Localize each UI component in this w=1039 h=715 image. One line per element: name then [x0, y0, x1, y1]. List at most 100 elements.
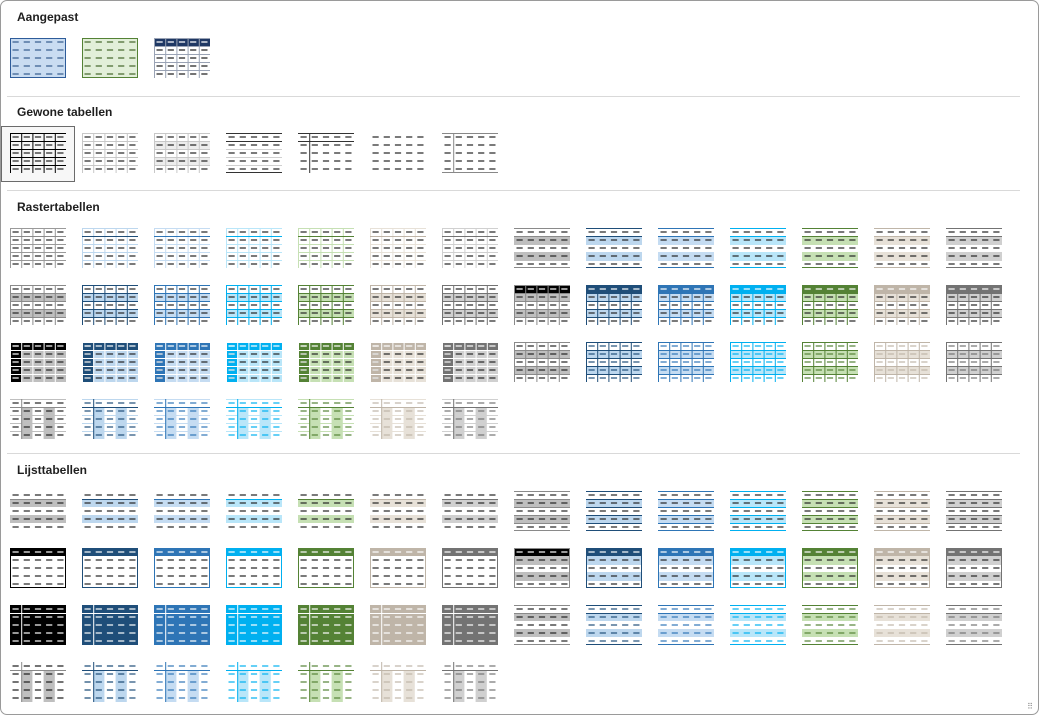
table-style-thumbnail[interactable] [74, 599, 146, 653]
table-style-thumbnail[interactable] [290, 279, 362, 333]
table-style-thumbnail[interactable] [794, 279, 866, 333]
table-style-thumbnail[interactable] [290, 542, 362, 596]
table-style-thumbnail[interactable] [650, 599, 722, 653]
table-style-thumbnail[interactable] [362, 336, 434, 390]
table-style-thumbnail[interactable] [146, 279, 218, 333]
table-style-thumbnail[interactable] [506, 485, 578, 539]
table-style-thumbnail[interactable] [794, 222, 866, 276]
table-style-thumbnail[interactable] [290, 485, 362, 539]
table-style-thumbnail[interactable] [722, 336, 794, 390]
table-style-thumbnail[interactable] [1, 126, 75, 182]
table-style-thumbnail[interactable] [74, 656, 146, 710]
table-style-thumbnail[interactable] [2, 222, 74, 276]
table-style-thumbnail[interactable] [362, 542, 434, 596]
table-style-thumbnail[interactable] [794, 485, 866, 539]
table-style-thumbnail[interactable] [2, 656, 74, 710]
table-style-thumbnail[interactable] [866, 542, 938, 596]
table-style-thumbnail[interactable] [146, 599, 218, 653]
table-style-thumbnail[interactable] [434, 336, 506, 390]
table-style-thumbnail[interactable] [218, 656, 290, 710]
table-style-thumbnail[interactable] [146, 222, 218, 276]
table-style-thumbnail[interactable] [506, 542, 578, 596]
table-style-thumbnail[interactable] [506, 279, 578, 333]
table-style-thumbnail[interactable] [578, 336, 650, 390]
table-style-thumbnail[interactable] [578, 279, 650, 333]
table-style-thumbnail[interactable] [866, 336, 938, 390]
table-style-thumbnail[interactable] [218, 127, 290, 181]
table-style-thumbnail[interactable] [2, 336, 74, 390]
table-style-thumbnail[interactable] [146, 485, 218, 539]
resize-grip-icon[interactable]: ⠿ [1027, 702, 1034, 711]
table-style-thumbnail[interactable] [434, 127, 506, 181]
table-style-thumbnail[interactable] [938, 599, 1010, 653]
table-style-thumbnail[interactable] [722, 599, 794, 653]
table-style-thumbnail[interactable] [74, 393, 146, 447]
table-style-thumbnail[interactable] [794, 542, 866, 596]
table-style-thumbnail[interactable] [650, 222, 722, 276]
table-style-thumbnail[interactable] [434, 222, 506, 276]
table-style-thumbnail[interactable] [290, 656, 362, 710]
table-style-thumbnail[interactable] [434, 279, 506, 333]
table-style-thumbnail[interactable] [290, 599, 362, 653]
table-style-thumbnail[interactable] [434, 542, 506, 596]
table-style-thumbnail[interactable] [146, 127, 218, 181]
table-style-thumbnail[interactable] [2, 32, 74, 86]
table-style-thumbnail[interactable] [362, 279, 434, 333]
table-style-thumbnail[interactable] [722, 485, 794, 539]
table-style-thumbnail[interactable] [938, 542, 1010, 596]
table-style-thumbnail[interactable] [146, 32, 218, 86]
table-style-thumbnail[interactable] [74, 485, 146, 539]
table-style-thumbnail[interactable] [578, 542, 650, 596]
table-style-thumbnail[interactable] [2, 542, 74, 596]
table-style-thumbnail[interactable] [2, 599, 74, 653]
table-style-thumbnail[interactable] [866, 279, 938, 333]
table-style-thumbnail[interactable] [722, 279, 794, 333]
table-style-thumbnail[interactable] [650, 336, 722, 390]
table-style-thumbnail[interactable] [146, 656, 218, 710]
table-style-thumbnail[interactable] [290, 336, 362, 390]
table-style-thumbnail[interactable] [362, 393, 434, 447]
table-style-thumbnail[interactable] [290, 127, 362, 181]
table-style-thumbnail[interactable] [2, 279, 74, 333]
table-style-thumbnail[interactable] [362, 127, 434, 181]
table-style-thumbnail[interactable] [434, 599, 506, 653]
table-style-thumbnail[interactable] [650, 279, 722, 333]
table-style-thumbnail[interactable] [938, 279, 1010, 333]
table-style-thumbnail[interactable] [74, 222, 146, 276]
table-style-thumbnail[interactable] [74, 336, 146, 390]
table-style-thumbnail[interactable] [866, 599, 938, 653]
table-style-thumbnail[interactable] [362, 599, 434, 653]
table-style-thumbnail[interactable] [290, 393, 362, 447]
table-style-thumbnail[interactable] [362, 222, 434, 276]
table-style-thumbnail[interactable] [218, 599, 290, 653]
table-style-thumbnail[interactable] [578, 599, 650, 653]
table-style-thumbnail[interactable] [938, 485, 1010, 539]
table-style-thumbnail[interactable] [146, 336, 218, 390]
table-style-thumbnail[interactable] [218, 393, 290, 447]
table-style-thumbnail[interactable] [218, 222, 290, 276]
table-style-thumbnail[interactable] [722, 542, 794, 596]
table-style-thumbnail[interactable] [650, 485, 722, 539]
table-style-thumbnail[interactable] [434, 393, 506, 447]
table-style-thumbnail[interactable] [2, 393, 74, 447]
table-style-thumbnail[interactable] [218, 542, 290, 596]
table-style-thumbnail[interactable] [938, 222, 1010, 276]
table-style-thumbnail[interactable] [74, 542, 146, 596]
table-style-thumbnail[interactable] [506, 336, 578, 390]
table-style-thumbnail[interactable] [938, 336, 1010, 390]
table-style-thumbnail[interactable] [218, 485, 290, 539]
table-style-thumbnail[interactable] [146, 393, 218, 447]
table-style-thumbnail[interactable] [362, 656, 434, 710]
table-style-thumbnail[interactable] [650, 542, 722, 596]
table-style-thumbnail[interactable] [218, 279, 290, 333]
table-style-thumbnail[interactable] [74, 127, 146, 181]
table-style-thumbnail[interactable] [506, 599, 578, 653]
table-style-thumbnail[interactable] [146, 542, 218, 596]
table-style-thumbnail[interactable] [218, 336, 290, 390]
table-style-thumbnail[interactable] [434, 656, 506, 710]
table-style-thumbnail[interactable] [74, 279, 146, 333]
table-style-thumbnail[interactable] [74, 32, 146, 86]
table-style-thumbnail[interactable] [866, 485, 938, 539]
table-style-thumbnail[interactable] [506, 222, 578, 276]
table-style-thumbnail[interactable] [2, 485, 74, 539]
